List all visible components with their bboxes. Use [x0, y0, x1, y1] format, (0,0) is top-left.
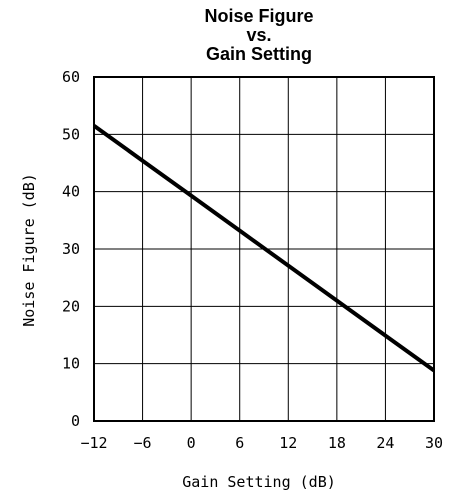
y-tick-label: 30	[62, 240, 80, 258]
x-tick-label: 0	[187, 434, 196, 452]
x-tick-label: −12	[80, 434, 107, 452]
x-tick-label: 24	[376, 434, 394, 452]
x-tick-label: 18	[328, 434, 346, 452]
x-tick-label: −6	[134, 434, 152, 452]
data-series	[92, 124, 436, 373]
x-tick-label: 6	[235, 434, 244, 452]
x-axis-label: Gain Setting (dB)	[182, 473, 336, 491]
y-tick-label: 0	[71, 412, 80, 430]
y-tick-label: 40	[62, 183, 80, 201]
grid-lines	[93, 76, 435, 422]
chart-title-line-2: vs.	[246, 25, 271, 45]
chart-title-line-1: Noise Figure	[204, 6, 313, 26]
y-tick-label: 50	[62, 125, 80, 143]
series-line-0	[92, 124, 436, 373]
chart-title-line-3: Gain Setting	[206, 44, 312, 64]
x-tick-label: 12	[279, 434, 297, 452]
y-tick-label: 60	[62, 68, 80, 86]
y-tick-label: 10	[62, 355, 80, 373]
plot-frame	[93, 76, 435, 422]
y-tick-label: 20	[62, 297, 80, 315]
x-tick-label: 30	[425, 434, 443, 452]
y-axis-label: Noise Figure (dB)	[20, 173, 38, 327]
tick-labels: −12 −6 0 6 12 18 24 30 0 10 20 30 40 50 60	[62, 68, 443, 452]
